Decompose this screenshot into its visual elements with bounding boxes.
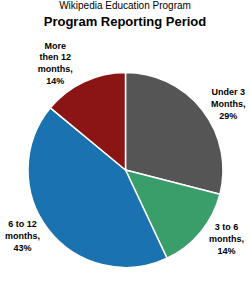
- svg-text:6 to 12months,43%: 6 to 12months,43%: [5, 219, 40, 252]
- svg-text:3 to 6months,14%: 3 to 6months,14%: [209, 222, 244, 255]
- svg-text:Morethen 12months,14%: Morethen 12months,14%: [38, 41, 73, 86]
- svg-text:Under 3Months,29%: Under 3Months,29%: [211, 87, 246, 120]
- svg-text:Wikipedia Education ProgramPro: Wikipedia Education ProgramProgram Repor…: [44, 0, 207, 29]
